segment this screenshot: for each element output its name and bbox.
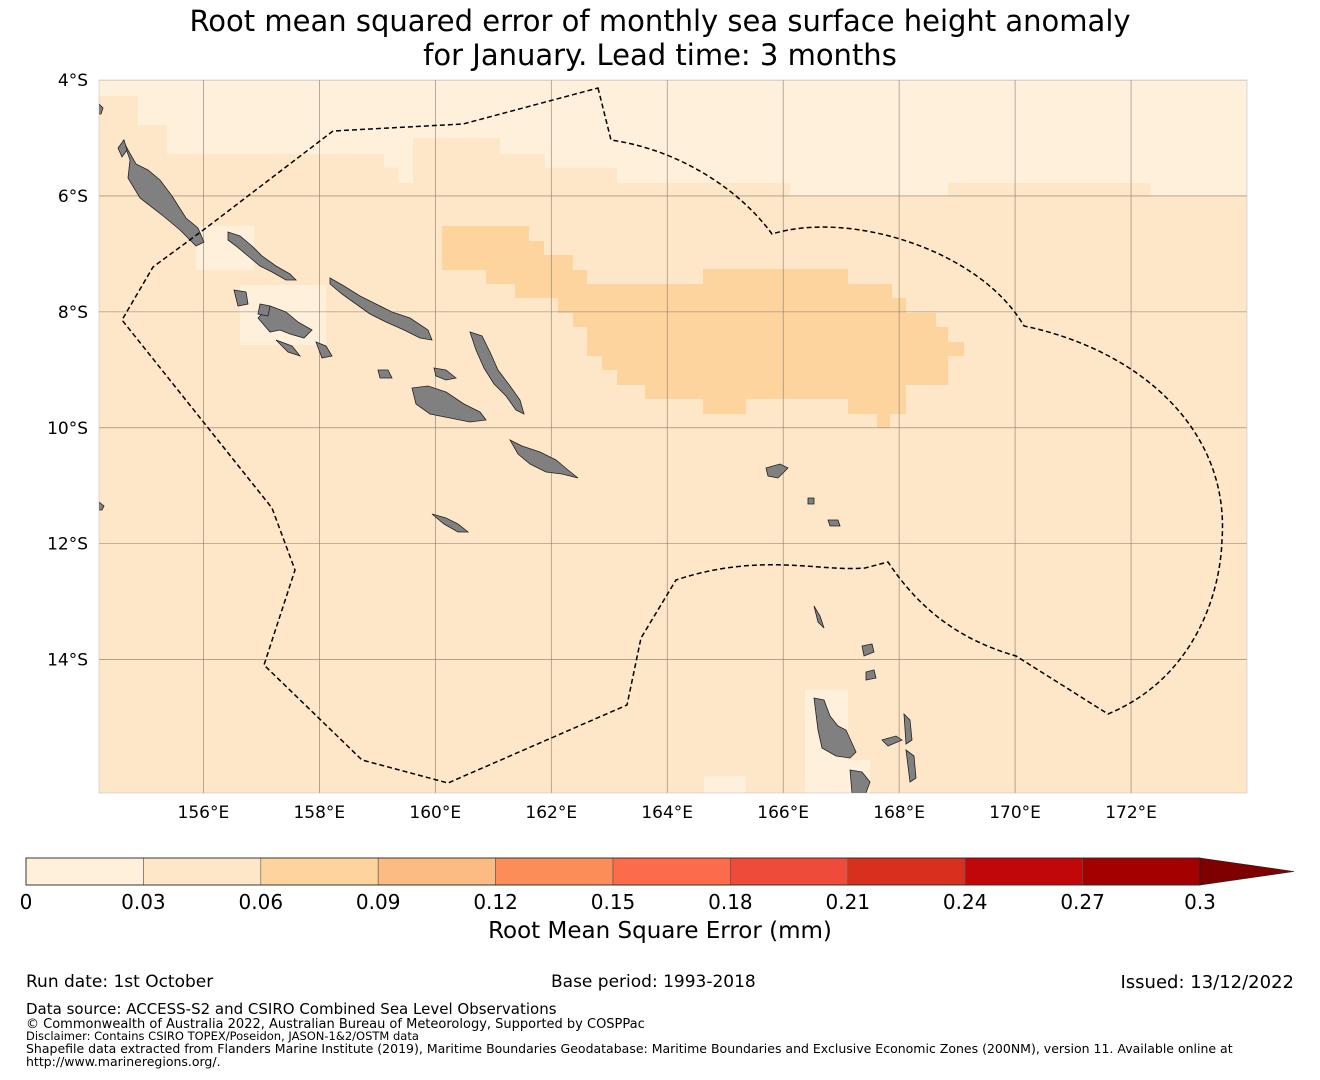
lon-tick-label: 162°E (525, 803, 577, 823)
lon-tick-label: 160°E (409, 803, 461, 823)
island-utupua (807, 497, 815, 505)
island-espiritu-santo (813, 697, 857, 759)
island-vanikoro (827, 519, 841, 527)
colorbar-tick-label: 0.18 (708, 890, 753, 914)
issued-date: Issued: 13/12/2022 (1120, 972, 1294, 993)
graticule (99, 80, 1247, 793)
colorbar-outline (25, 857, 1201, 886)
island-ndende (765, 463, 789, 479)
island-russell (377, 369, 393, 379)
island-florida (433, 367, 457, 381)
run-date: Run date: 1st October (26, 972, 214, 992)
island-bougainville (122, 139, 205, 247)
rmse-field-low-north (99, 80, 1247, 196)
island-gaua (861, 643, 875, 657)
lon-tick-label: 164°E (641, 803, 693, 823)
island-pentecost (905, 749, 917, 783)
title-line-1: Root mean squared error of monthly sea s… (189, 4, 1131, 38)
colorbar-swatch (25, 857, 144, 886)
colorbar-swatch (143, 857, 262, 886)
rmse-field-base (99, 80, 1247, 793)
longitude-labels: 156°E 158°E 160°E 162°E 164°E 166°E 168°E 170°E… (178, 803, 1157, 823)
island-vanua-lava (865, 669, 877, 681)
island-santa-isabel (329, 277, 433, 341)
rmse-field-mid (442, 226, 964, 428)
eez-boundary (121, 87, 1224, 784)
colorbar-swatch (260, 857, 379, 886)
colorbar-tick-label: 0.06 (239, 890, 284, 914)
island-rennell (431, 513, 470, 533)
chart-title: Root mean squared error of monthly sea s… (0, 4, 1320, 72)
island-vella-lavella (233, 289, 249, 307)
colorbar-swatch (964, 857, 1083, 886)
colorbar-tick-label: 0.09 (356, 890, 401, 914)
land-masses (99, 103, 917, 793)
colorbar-swatch (730, 857, 849, 886)
island-guadalcanal (411, 385, 487, 423)
disclaimer: Disclaimer: Contains CSIRO TOPEX/Poseido… (26, 1029, 419, 1043)
colorbar: 0 0.03 0.06 0.09 0.12 0.15 0.18 0.21 0.24 0.27 0.3 (20, 857, 1295, 914)
island-makira (508, 439, 579, 479)
lon-tick-label: 170°E (989, 803, 1041, 823)
shapefile-credit: Shapefile data extracted from Flanders M… (26, 1041, 1233, 1056)
island-vangunu (315, 341, 333, 359)
lon-tick-label: 158°E (293, 803, 345, 823)
island-torres (813, 605, 825, 629)
island-ambae (881, 735, 903, 747)
shapefile-url: http://www.marineregions.org/. (26, 1054, 221, 1069)
colorbar-tick-label: 0.3 (1184, 890, 1216, 914)
latitude-labels: 4°S 6°S 8°S 10°S 12°S 14°S (47, 71, 88, 671)
map-panel (99, 80, 1247, 793)
lon-tick-label: 166°E (757, 803, 809, 823)
island-malaita (469, 331, 525, 415)
lat-tick-label: 10°S (47, 419, 88, 439)
colorbar-tick-label: 0.27 (1060, 890, 1105, 914)
rmse-field-low-patch (704, 776, 746, 793)
colorbar-tick-label: 0.12 (473, 890, 518, 914)
lon-tick-label: 156°E (178, 803, 230, 823)
island-rendova (275, 339, 302, 357)
colorbar-tick-label: 0 (20, 890, 33, 914)
island-choiseul (227, 231, 297, 281)
colorbar-swatch (377, 857, 496, 886)
island-new-georgia (257, 305, 313, 339)
copyright: © Commonwealth of Australia 2022, Austra… (26, 1017, 645, 1032)
colorbar-tick-label: 0.15 (591, 890, 636, 914)
title-line-2: for January. Lead time: 3 months (423, 38, 897, 72)
lat-tick-label: 12°S (47, 535, 88, 555)
colorbar-swatch (847, 857, 966, 886)
lon-tick-label: 172°E (1105, 803, 1157, 823)
island-west-edge (99, 103, 104, 115)
lat-tick-label: 14°S (47, 651, 88, 671)
colorbar-swatch (1082, 857, 1201, 886)
island-maewo (903, 712, 913, 745)
island-malakula (849, 769, 871, 793)
lat-tick-label: 6°S (58, 187, 88, 207)
colorbar-tick-label: 0.21 (826, 890, 871, 914)
colorbar-title: Root Mean Square Error (mm) (488, 918, 832, 944)
lat-tick-label: 8°S (58, 303, 88, 323)
colorbar-tick-label: 0.24 (943, 890, 988, 914)
map-frame (98, 79, 1248, 794)
colorbar-extend-arrow (1199, 857, 1295, 886)
colorbar-swatch (612, 857, 731, 886)
lat-tick-label: 4°S (58, 71, 88, 91)
data-source: Data source: ACCESS-S2 and CSIRO Combine… (26, 1000, 557, 1018)
credits: Data source: ACCESS-S2 and CSIRO Combine… (26, 1000, 1233, 1069)
island-west-edge-2 (99, 501, 105, 511)
rmse-field-low-east (905, 167, 948, 196)
base-period: Base period: 1993-2018 (551, 972, 756, 992)
lon-tick-label: 168°E (873, 803, 925, 823)
island-kolombangara (257, 303, 271, 317)
colorbar-tick-label: 0.03 (121, 890, 166, 914)
island-buka (117, 139, 128, 158)
colorbar-swatch (495, 857, 614, 886)
